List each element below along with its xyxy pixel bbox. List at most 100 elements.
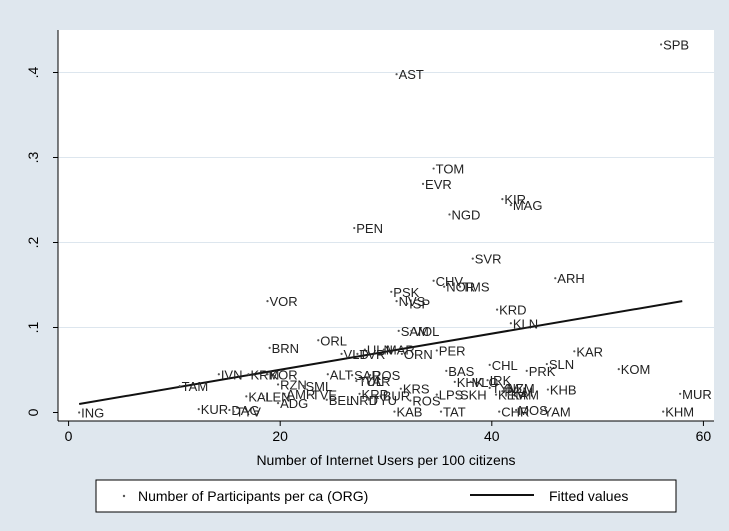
- data-point: [471, 257, 474, 260]
- y-tick-label: .4: [25, 66, 41, 78]
- point-label: KIR: [504, 192, 526, 207]
- data-point: [525, 369, 528, 372]
- data-point: [78, 411, 81, 414]
- data-point: [390, 290, 393, 293]
- point-label: KAM: [511, 388, 539, 403]
- data-point: [276, 402, 280, 405]
- grid-lines: [58, 72, 714, 328]
- point-label: AST: [399, 67, 424, 82]
- legend-marker-points: [122, 494, 126, 498]
- point-label: TAT: [443, 405, 466, 420]
- data-point: [507, 393, 510, 396]
- y-tick-label: 0: [25, 408, 41, 416]
- point-label: PRK: [529, 364, 556, 379]
- point-label: ALT: [330, 367, 353, 382]
- point-label: KHB: [550, 383, 577, 398]
- data-point: [679, 392, 682, 395]
- data-point: [325, 398, 328, 401]
- point-label: PRM: [504, 384, 533, 399]
- point-label: ROS: [372, 368, 401, 383]
- data-point: [358, 392, 361, 395]
- point-label: MAG: [513, 198, 543, 213]
- data-point: [488, 363, 491, 366]
- data-point: [515, 408, 518, 412]
- point-label: CHV: [436, 274, 464, 289]
- point-label: LEN: [265, 389, 290, 404]
- data-point: [456, 393, 460, 396]
- legend-box: [95, 479, 677, 513]
- data-point: [406, 302, 409, 305]
- point-label: BRN: [272, 341, 299, 356]
- y-axis: 0 .1 .2 .3 .4: [25, 30, 59, 421]
- point-label: ARH: [557, 271, 584, 286]
- data-point: [495, 308, 499, 311]
- y-tick-label: .2: [25, 236, 41, 248]
- point-label: PEN: [356, 221, 383, 236]
- point-label: SLN: [549, 357, 574, 372]
- point-label: VOR: [269, 294, 297, 309]
- data-point: [448, 213, 451, 216]
- data-point: [400, 352, 403, 355]
- data-point: [509, 204, 512, 207]
- data-point: [283, 392, 286, 395]
- data-point: [340, 352, 343, 355]
- point-label: ULN: [367, 343, 393, 358]
- data-point: [435, 349, 438, 352]
- point-label: EVR: [425, 177, 452, 192]
- point-label: ING: [81, 406, 104, 421]
- data-point: [369, 374, 372, 377]
- point-label: TUL: [358, 374, 383, 389]
- data-point: [397, 329, 400, 332]
- data-point: [395, 300, 398, 303]
- data-point: [498, 410, 501, 413]
- point-label: IVN: [221, 367, 243, 382]
- point-label: RZN: [280, 377, 307, 392]
- point-label: PER: [439, 343, 466, 358]
- point-label: NGD: [451, 207, 480, 222]
- data-point: [367, 398, 371, 401]
- point-label: ISP: [409, 297, 430, 312]
- point-label: TAM: [182, 379, 208, 394]
- data-point: [355, 379, 358, 383]
- point-label: VOL: [413, 324, 439, 339]
- data-point: [458, 285, 462, 288]
- point-label: TYU: [371, 393, 397, 408]
- data-point: [245, 395, 248, 398]
- point-label: TMS: [462, 280, 490, 295]
- point-label: TYV: [236, 405, 262, 420]
- point-label: TVR: [359, 347, 385, 362]
- point-label: KHM: [665, 405, 694, 420]
- data-point: [501, 390, 504, 393]
- x-tick-label: 20: [272, 428, 288, 444]
- point-label: MAR: [386, 343, 415, 358]
- point-label: KOM: [621, 362, 651, 377]
- point-label: YAR: [365, 374, 391, 389]
- point-label: ROS: [412, 394, 441, 409]
- point-label: KRD: [499, 303, 526, 318]
- data-point: [247, 373, 250, 376]
- data-point: [432, 279, 435, 282]
- point-label: SVR: [475, 252, 502, 267]
- data-point: [435, 393, 438, 396]
- data-point: [302, 385, 305, 388]
- data-point: [232, 410, 235, 413]
- point-label: SAR: [354, 368, 381, 383]
- data-point: [486, 379, 489, 382]
- point-label: ADG: [280, 396, 308, 411]
- data-point: [351, 374, 354, 377]
- data-point: [662, 410, 665, 413]
- data-point: [317, 339, 320, 342]
- data-point: [410, 329, 413, 332]
- data-point: [501, 198, 504, 201]
- point-label: SAM: [401, 324, 429, 339]
- data-point: [469, 380, 472, 383]
- x-axis-label: Number of Internet Users per 100 citizen…: [256, 452, 515, 468]
- point-label: DAG: [231, 403, 259, 418]
- x-tick-label: 60: [696, 428, 712, 444]
- data-point: [503, 386, 506, 389]
- point-label: KLN: [513, 316, 538, 331]
- y-tick-label: .1: [25, 321, 41, 333]
- point-label: NVS: [399, 294, 426, 309]
- data-point: [445, 369, 448, 372]
